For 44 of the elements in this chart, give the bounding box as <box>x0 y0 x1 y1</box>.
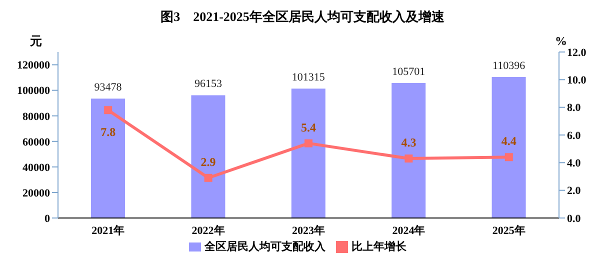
y2-axis-title: % <box>555 34 567 49</box>
y-tick-label: 40000 <box>22 162 50 174</box>
y2-tick-label: 4.0 <box>567 158 582 170</box>
y-tick-label: 80000 <box>22 110 50 123</box>
y2-tick-label: 2.0 <box>567 185 582 198</box>
data-label: 110396 <box>492 60 526 72</box>
data-label: 96153 <box>194 78 222 90</box>
y2-tick-label: 8.0 <box>567 102 582 114</box>
point <box>504 153 513 162</box>
y-tick-label: 20000 <box>22 187 50 200</box>
y-tick-label: 0 <box>44 212 50 225</box>
legend-label: 全区居民人均可支配收入 <box>204 241 326 253</box>
point <box>404 154 413 163</box>
y-tick-label: 120000 <box>17 60 50 72</box>
y-tick-label: 60000 <box>22 136 50 148</box>
point <box>204 174 212 182</box>
chart-title: 图3 2021-2025年全区居民人均可支配收入及增速 <box>160 8 446 26</box>
bar <box>492 77 526 218</box>
y2-tick-label: 6.0 <box>567 130 582 142</box>
bar <box>191 95 226 218</box>
y-tick-label: 100000 <box>17 85 50 98</box>
data-label: 101315 <box>292 72 326 84</box>
x-tick-label: 2022年 <box>192 224 225 237</box>
data-label: 2.9 <box>200 154 216 169</box>
bar <box>91 98 125 218</box>
y2-tick-label: 10.0 <box>567 74 587 87</box>
y2-tick-label: 12.0 <box>567 46 587 59</box>
data-label: 4.3 <box>401 136 416 150</box>
x-tick-label: 2023年 <box>292 224 325 237</box>
legend-label: 比上年增长 <box>352 241 406 253</box>
data-label: 5.4 <box>301 120 316 134</box>
data-label: 7.8 <box>100 125 116 140</box>
data-label: 105701 <box>392 66 426 78</box>
bar <box>291 88 326 218</box>
bar <box>392 83 426 218</box>
x-tick-label: 2025年 <box>492 224 526 237</box>
x-tick-label: 2021年 <box>92 224 125 237</box>
point <box>304 139 312 148</box>
data-label: 93478 <box>94 82 122 94</box>
x-tick-label: 2024年 <box>392 224 426 237</box>
y2-tick-label: 0.0 <box>567 212 582 225</box>
point <box>104 106 112 114</box>
y-axis-title: 元 <box>30 33 42 50</box>
data-label: 4.4 <box>501 134 516 148</box>
